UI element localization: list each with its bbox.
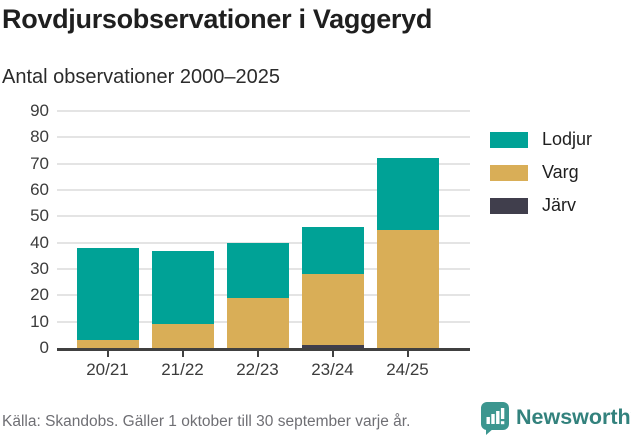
y-axis-tick-label-70: 70 xyxy=(30,153,49,173)
x-axis-tick xyxy=(406,351,409,357)
newsworthy-badge-icon xyxy=(481,402,509,435)
x-axis-tick-label-21-22: 21/22 xyxy=(161,360,204,379)
bar-segment-lodjur-20-21 xyxy=(76,247,139,341)
gridline-80 xyxy=(57,136,470,139)
gridline-40 xyxy=(57,241,470,244)
y-axis-tick-label-50: 50 xyxy=(30,206,49,226)
y-axis-tick-label-0: 0 xyxy=(39,338,49,357)
gridline-90 xyxy=(57,110,470,112)
y-axis-tick-label-40: 40 xyxy=(30,232,49,252)
legend-label: Varg xyxy=(542,162,579,182)
x-axis-tick xyxy=(331,351,334,357)
bar-segment-varg-24-25 xyxy=(376,229,439,348)
chart-title: Rovdjursobservationer i Vaggeryd xyxy=(2,4,433,34)
bar-segment-järv-23-24 xyxy=(301,345,364,348)
x-axis-tick xyxy=(106,351,109,357)
gridline-70 xyxy=(57,162,470,165)
bar-segment-lodjur-24-25 xyxy=(376,158,439,230)
legend-item-järv: Järv xyxy=(490,195,592,216)
chart-subtitle: Antal observationer 2000–2025 xyxy=(2,66,280,88)
y-axis-tick-label-80: 80 xyxy=(30,127,49,147)
x-axis-tick-label-22-23: 22/23 xyxy=(236,360,279,379)
x-axis-tick xyxy=(181,351,184,357)
y-axis-tick-label-60: 60 xyxy=(30,180,49,199)
legend-item-lodjur: Lodjur xyxy=(490,129,592,150)
legend-swatch-varg xyxy=(490,164,528,181)
legend-label: Lodjur xyxy=(542,129,593,149)
x-axis-tick-label-20-21: 20/21 xyxy=(86,360,129,379)
newsworthy-wordmark: Newsworthy xyxy=(516,405,631,429)
legend-label: Järv xyxy=(542,195,577,215)
x-axis-tick-label-23-24: 23/24 xyxy=(311,360,354,379)
plot-area: 0 10 20 30 40 50 60 70 80 90 20/21 21/22 22/23 23/24 2… xyxy=(30,102,470,379)
gridline-50 xyxy=(57,215,470,218)
bar-segment-varg-23-24 xyxy=(301,274,364,346)
legend-item-varg: Varg xyxy=(490,162,592,183)
source-note: Källa: Skandobs. Gäller 1 oktober till 3… xyxy=(2,413,411,430)
legend: Lodjur Varg Järv xyxy=(490,129,592,228)
bar-segment-lodjur-23-24 xyxy=(301,226,364,275)
x-axis-tick-label-24-25: 24/25 xyxy=(386,360,429,379)
newsworthy-logo: Newsworthy xyxy=(481,402,631,435)
gridline-60 xyxy=(57,189,470,191)
y-axis-tick-label-20: 20 xyxy=(30,285,49,305)
bar-segment-lodjur-22-23 xyxy=(226,242,289,298)
bar-segment-varg-21-22 xyxy=(151,324,214,348)
bar-segment-lodjur-21-22 xyxy=(151,250,214,325)
legend-swatch-järv xyxy=(490,197,528,214)
y-axis-tick-label-90: 90 xyxy=(30,101,49,120)
bar-segment-varg-20-21 xyxy=(76,340,139,348)
x-axis-tick xyxy=(256,351,259,357)
y-axis-tick-label-10: 10 xyxy=(30,311,49,331)
bar-segment-varg-22-23 xyxy=(226,297,289,348)
legend-swatch-lodjur xyxy=(490,131,528,148)
y-axis-tick-label-30: 30 xyxy=(30,259,49,278)
